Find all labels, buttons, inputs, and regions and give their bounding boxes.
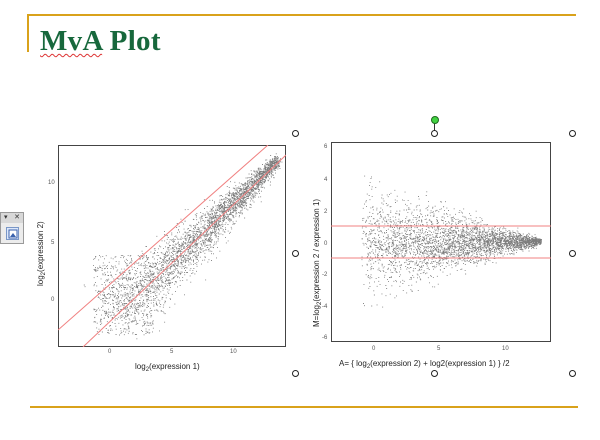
mva-ytick: -4 <box>322 304 328 310</box>
left-accent-rule <box>27 14 29 52</box>
scatter-xtick: 0 <box>108 349 112 355</box>
mva-ytick: 4 <box>324 177 328 183</box>
toolbar-header[interactable]: ▾ ✕ <box>1 213 23 223</box>
title-spellcheck-word: MvA <box>40 25 103 57</box>
scatter-plot-frame <box>58 145 286 347</box>
rotate-handle-stem <box>434 122 435 132</box>
rotate-handle[interactable] <box>431 116 439 124</box>
toolbar-close-icon[interactable]: ✕ <box>14 214 20 221</box>
mva-xtick: 0 <box>372 346 376 352</box>
mva-ytick: 0 <box>324 241 328 247</box>
scatter-xtick: 10 <box>230 349 237 355</box>
resize-handle-top[interactable] <box>431 130 438 137</box>
mva-ytick: 2 <box>324 209 328 215</box>
scatter-y-axis-label: log2(expression 2) <box>36 221 47 286</box>
resize-handle-bottom-right[interactable] <box>569 370 576 377</box>
resize-handle-right[interactable] <box>569 250 576 257</box>
scatter-ytick: 0 <box>51 297 55 303</box>
mva-xtick: 10 <box>502 346 509 352</box>
slide-title[interactable]: MvA Plot <box>40 25 161 58</box>
title-word-plot: Plot <box>102 25 161 57</box>
mva-ytick: 6 <box>324 144 328 150</box>
picture-tool-button[interactable] <box>6 227 19 240</box>
mva-ytick: -6 <box>322 335 328 341</box>
resize-handle-top-left[interactable] <box>292 130 299 137</box>
scatter-ytick: 5 <box>51 240 55 246</box>
floating-toolbar[interactable]: ▾ ✕ <box>0 212 24 244</box>
scatter-xtick: 5 <box>170 349 174 355</box>
bottom-accent-rule <box>30 406 578 408</box>
scatter-x-axis-label: log2(expression 1) <box>135 362 200 373</box>
resize-handle-bottom[interactable] <box>431 370 438 377</box>
expression-scatter-plot[interactable]: 10 5 0 0 5 10 <box>48 145 286 355</box>
mva-x-axis-label: A= { log2(expression 2) + log2(expressio… <box>339 359 510 370</box>
mva-xtick: 5 <box>437 346 441 352</box>
resize-handle-top-right[interactable] <box>569 130 576 137</box>
resize-handle-bottom-left[interactable] <box>292 370 299 377</box>
scatter-point-cloud <box>83 153 283 340</box>
picture-tool-icon <box>8 229 18 239</box>
mva-plot[interactable]: 6 4 2 0 -2 -4 -6 0 5 10 <box>322 142 551 352</box>
mva-y-axis-label: M=log2(expression 2 / expression 1) <box>312 198 323 327</box>
scatter-ytick: 10 <box>48 180 55 186</box>
mva-plot-frame <box>331 142 551 342</box>
scatter-plot-canvas <box>58 145 286 347</box>
top-accent-rule <box>29 14 576 16</box>
toolbar-dropdown-icon[interactable]: ▾ <box>4 214 8 221</box>
mva-point-cloud <box>361 175 542 308</box>
scatter-upper-fold-line <box>58 145 269 331</box>
mva-ytick: -2 <box>322 272 328 278</box>
scatter-lower-fold-line <box>82 154 286 347</box>
mva-plot-canvas <box>331 175 551 308</box>
resize-handle-left[interactable] <box>292 250 299 257</box>
